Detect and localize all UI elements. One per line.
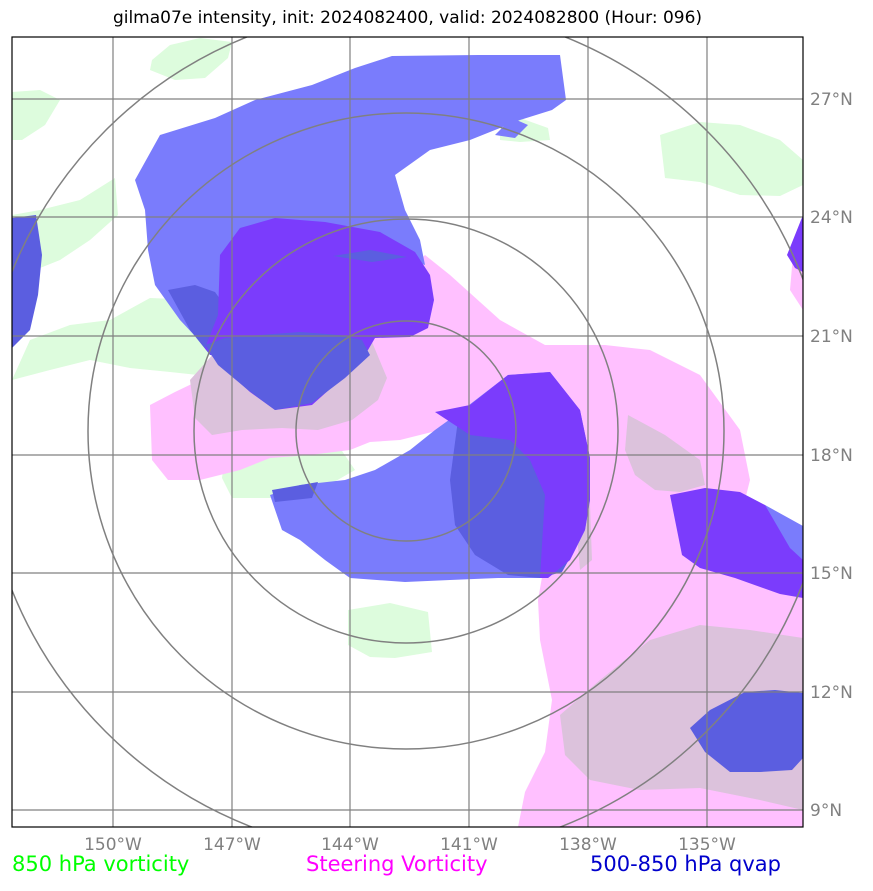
qvap-region bbox=[670, 488, 803, 598]
map-title: gilma07e intensity, init: 2024082400, va… bbox=[112, 8, 703, 28]
qvap-region bbox=[205, 332, 370, 410]
range-rings bbox=[12, 37, 803, 827]
vorticity-850-region bbox=[12, 90, 60, 140]
graticule bbox=[12, 37, 803, 827]
map-plot-area bbox=[12, 37, 803, 827]
lat-tick-label: 21°N bbox=[810, 327, 853, 347]
qvap-region bbox=[12, 215, 42, 348]
vorticity-850-region bbox=[150, 38, 232, 80]
qvap-region bbox=[765, 505, 803, 560]
qvap-region bbox=[690, 690, 803, 772]
legend-steering-vorticity: Steering Vorticity bbox=[306, 852, 488, 876]
lon-tick-label: 141°W bbox=[440, 835, 498, 855]
qvap-region bbox=[435, 372, 590, 578]
lon-tick-label: 144°W bbox=[321, 835, 379, 855]
lon-tick-label: 135°W bbox=[678, 835, 736, 855]
qvap-region bbox=[272, 482, 318, 502]
qvap-region bbox=[787, 215, 803, 272]
vorticity-850-region bbox=[348, 603, 432, 658]
range-ring bbox=[193, 218, 619, 644]
qvap-region bbox=[333, 250, 407, 262]
range-ring bbox=[295, 320, 517, 542]
qvap-region bbox=[495, 118, 528, 138]
lat-tick-label: 12°N bbox=[810, 683, 853, 703]
range-ring bbox=[87, 112, 725, 750]
steering-vorticity-dark-region bbox=[625, 415, 705, 492]
lon-tick-label: 147°W bbox=[203, 835, 261, 855]
latitude-axis: 27°N 24°N 21°N 18°N 15°N 12°N 9°N bbox=[810, 90, 853, 821]
lat-tick-label: 15°N bbox=[810, 564, 853, 584]
lon-tick-label: 150°W bbox=[84, 835, 142, 855]
longitude-axis: 150°W 147°W 144°W 141°W 138°W 135°W bbox=[84, 835, 736, 855]
lat-tick-label: 24°N bbox=[810, 208, 853, 228]
lat-tick-label: 9°N bbox=[810, 801, 842, 821]
legend-vorticity-850: 850 hPa vorticity bbox=[12, 852, 190, 876]
lon-tick-label: 138°W bbox=[559, 835, 617, 855]
lat-tick-label: 27°N bbox=[810, 90, 853, 110]
legend-qvap: 500-850 hPa qvap bbox=[590, 852, 781, 876]
lat-tick-label: 18°N bbox=[810, 446, 853, 466]
vorticity-850-region bbox=[660, 122, 803, 196]
map-frame bbox=[11, 36, 804, 828]
